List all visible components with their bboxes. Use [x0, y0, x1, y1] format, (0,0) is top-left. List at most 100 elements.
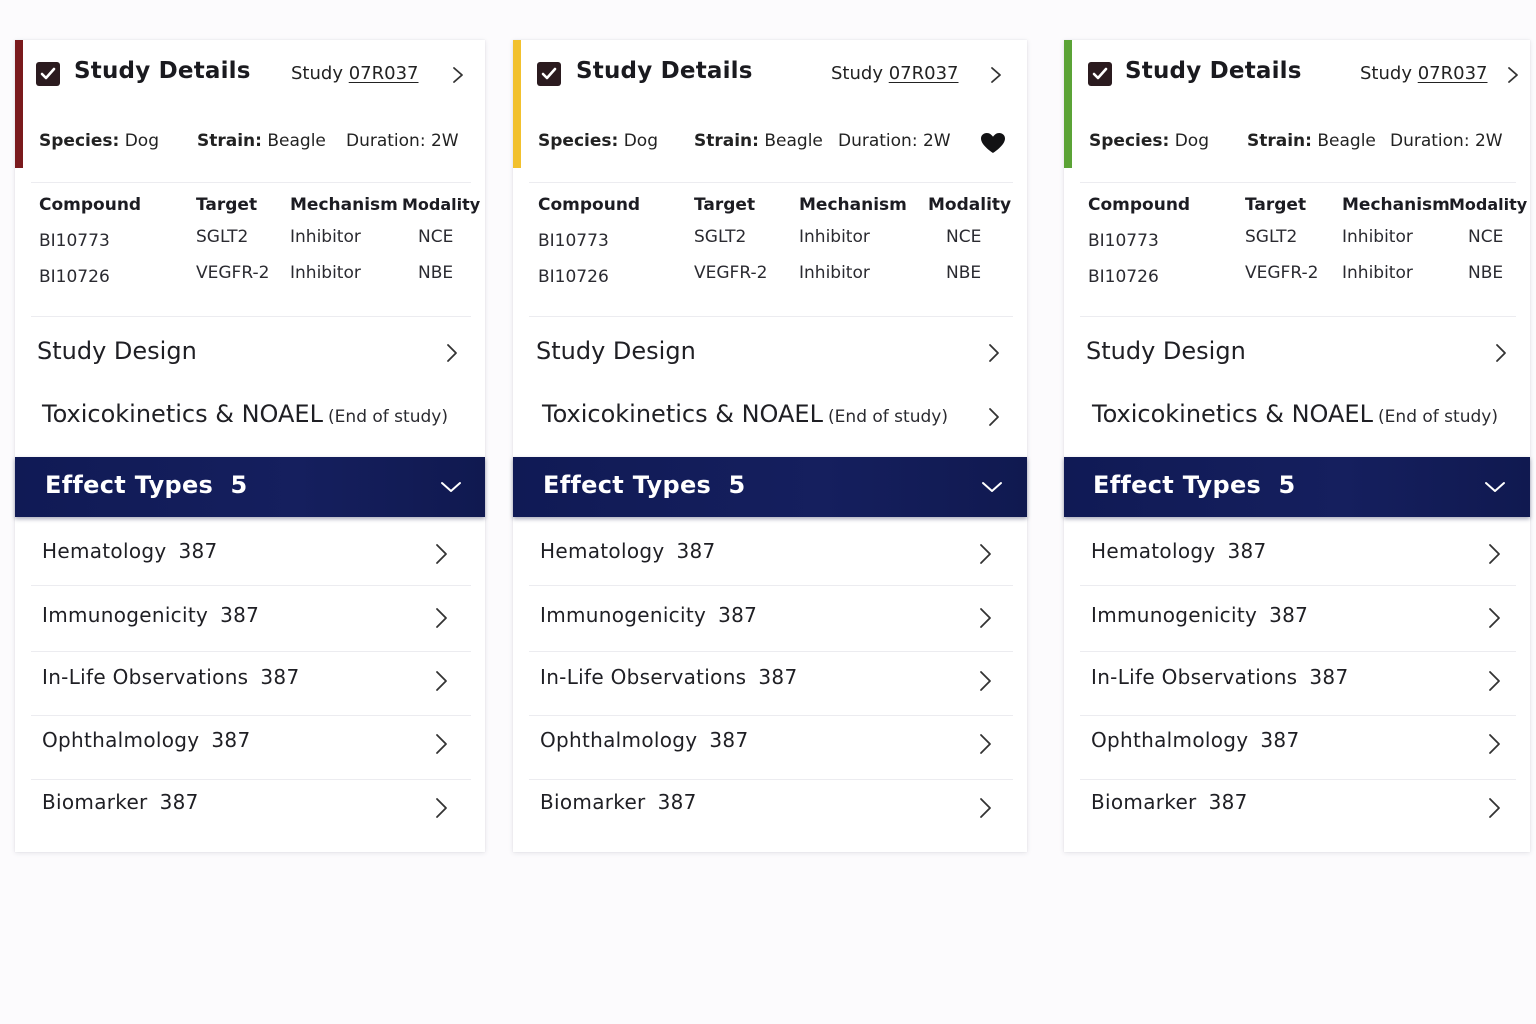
table-cell-compound: BI10726	[39, 267, 110, 287]
study-id-link[interactable]: 07R037	[888, 63, 959, 84]
study-reference[interactable]: Study 07R037	[1360, 63, 1488, 84]
species-field: Species: Dog	[39, 131, 159, 151]
table-header-mechanism: Mechanism	[1342, 195, 1450, 215]
chevron-right-icon[interactable]	[1485, 796, 1503, 820]
table-cell-target: SGLT2	[196, 227, 249, 247]
effect-type-row[interactable]: Biomarker 387	[42, 790, 199, 814]
table-header-modality: Modality	[1449, 195, 1528, 214]
table-cell-target: SGLT2	[694, 227, 747, 247]
chevron-right-icon[interactable]	[976, 796, 994, 820]
chevron-right-icon[interactable]	[432, 732, 450, 756]
chevron-right-icon[interactable]	[976, 669, 994, 693]
effect-types-title: Effect Types 5	[1093, 471, 1296, 499]
study-details-title: Study Details	[1125, 58, 1302, 84]
toxicokinetics-row[interactable]: Toxicokinetics & NOAEL (End of study)	[542, 400, 948, 428]
divider	[1080, 779, 1516, 780]
study-card-3: Study Details Study 07R037 Species: Dog …	[1064, 40, 1530, 852]
checked-checkbox-icon[interactable]	[537, 62, 561, 86]
checked-checkbox-icon[interactable]	[36, 62, 60, 86]
species-label: Species:	[538, 131, 619, 151]
effect-types-header[interactable]: Effect Types 5	[1064, 457, 1530, 517]
effect-type-row[interactable]: Biomarker 387	[540, 790, 697, 814]
chevron-right-icon[interactable]	[432, 669, 450, 693]
chevron-right-icon[interactable]	[449, 64, 467, 86]
effect-type-row[interactable]: In-Life Observations 387	[1091, 665, 1349, 689]
divider	[31, 585, 471, 586]
chevron-right-icon[interactable]	[1492, 342, 1510, 364]
study-prefix: Study	[1360, 63, 1412, 84]
study-reference[interactable]: Study 07R037	[291, 63, 419, 84]
chevron-right-icon[interactable]	[1504, 64, 1522, 86]
effect-count: 387	[159, 790, 199, 814]
study-design-title[interactable]: Study Design	[1086, 337, 1246, 365]
species-value: Dog	[1174, 131, 1209, 151]
effect-type-row[interactable]: Hematology 387	[42, 539, 218, 563]
effect-type-row[interactable]: Immunogenicity 387	[540, 603, 758, 627]
table-header-modality: Modality	[928, 195, 1012, 215]
effect-count: 387	[1227, 539, 1267, 563]
effect-types-header[interactable]: Effect Types 5	[15, 457, 485, 517]
duration-value: 2W	[430, 131, 459, 151]
study-id-link[interactable]: 07R037	[1417, 63, 1488, 84]
chevron-right-icon[interactable]	[432, 796, 450, 820]
study-design-title[interactable]: Study Design	[536, 337, 696, 365]
effect-type-row[interactable]: In-Life Observations 387	[42, 665, 300, 689]
effect-type-row[interactable]: In-Life Observations 387	[540, 665, 798, 689]
study-card-1: Study Details Study 07R037 Species: Dog …	[15, 40, 485, 852]
strain-field: Strain: Beagle	[1247, 131, 1376, 151]
table-cell-modality: NBE	[1468, 263, 1504, 283]
card-accent-bar	[513, 40, 521, 168]
effect-type-row[interactable]: Biomarker 387	[1091, 790, 1248, 814]
divider	[31, 651, 471, 652]
divider	[1080, 651, 1516, 652]
divider	[1080, 715, 1516, 716]
chevron-down-icon[interactable]	[439, 477, 463, 497]
chevron-right-icon[interactable]	[985, 342, 1003, 364]
effect-type-row[interactable]: Hematology 387	[1091, 539, 1267, 563]
effect-type-row[interactable]: Immunogenicity 387	[1091, 603, 1309, 627]
strain-label: Strain:	[197, 131, 262, 151]
divider	[1080, 316, 1516, 317]
card-accent-bar	[1064, 40, 1072, 168]
chevron-right-icon[interactable]	[443, 342, 461, 364]
divider	[529, 779, 1013, 780]
toxicokinetics-row[interactable]: Toxicokinetics & NOAEL (End of study)	[1092, 400, 1498, 428]
chevron-right-icon[interactable]	[976, 732, 994, 756]
toxicokinetics-subtitle: (End of study)	[1378, 407, 1498, 427]
divider	[1080, 585, 1516, 586]
divider	[31, 779, 471, 780]
effect-count: 387	[211, 728, 251, 752]
chevron-right-icon[interactable]	[1485, 542, 1503, 566]
checked-checkbox-icon[interactable]	[1088, 62, 1112, 86]
chevron-right-icon[interactable]	[1485, 606, 1503, 630]
effect-type-row[interactable]: Immunogenicity 387	[42, 603, 260, 627]
effect-count: 387	[1269, 603, 1309, 627]
chevron-right-icon[interactable]	[432, 542, 450, 566]
effect-type-row[interactable]: Ophthalmology 387	[1091, 728, 1300, 752]
study-design-title[interactable]: Study Design	[37, 337, 197, 365]
chevron-right-icon[interactable]	[976, 542, 994, 566]
effect-type-row[interactable]: Ophthalmology 387	[540, 728, 749, 752]
chevron-right-icon[interactable]	[985, 406, 1003, 428]
duration-field: Duration: 2W	[1390, 131, 1503, 151]
study-card-2: Study Details Study 07R037 Species: Dog …	[513, 40, 1027, 852]
effect-type-row[interactable]: Hematology 387	[540, 539, 716, 563]
divider	[529, 585, 1013, 586]
study-details-title: Study Details	[576, 58, 753, 84]
divider	[31, 316, 471, 317]
toxicokinetics-subtitle: (End of study)	[828, 407, 948, 427]
toxicokinetics-row[interactable]: Toxicokinetics & NOAEL (End of study)	[42, 400, 448, 428]
chevron-right-icon[interactable]	[987, 64, 1005, 86]
study-reference[interactable]: Study 07R037	[831, 63, 959, 84]
effect-types-header[interactable]: Effect Types 5	[513, 457, 1027, 517]
chevron-down-icon[interactable]	[1483, 477, 1507, 497]
chevron-right-icon[interactable]	[1485, 732, 1503, 756]
chevron-right-icon[interactable]	[432, 606, 450, 630]
chevron-right-icon[interactable]	[1485, 669, 1503, 693]
toxicokinetics-subtitle: (End of study)	[328, 407, 448, 427]
chevron-right-icon[interactable]	[976, 606, 994, 630]
effect-type-row[interactable]: Ophthalmology 387	[42, 728, 251, 752]
study-id-link[interactable]: 07R037	[348, 63, 419, 84]
heart-icon[interactable]	[979, 130, 1007, 156]
chevron-down-icon[interactable]	[980, 477, 1004, 497]
